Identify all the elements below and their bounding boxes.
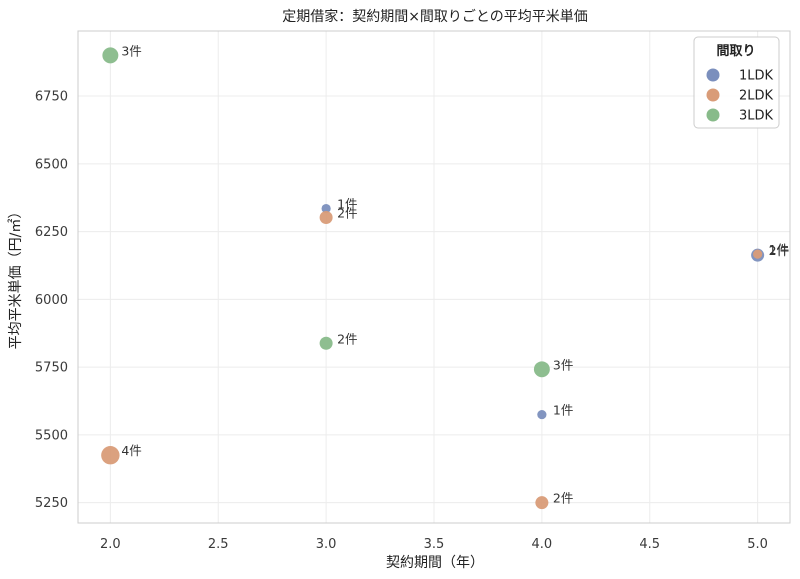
data-point xyxy=(321,203,331,214)
data-label: 2件 xyxy=(337,205,357,220)
data-points xyxy=(101,47,765,510)
data-point xyxy=(102,47,119,64)
data-label: 2件 xyxy=(769,243,789,258)
y-tick-label: 6250 xyxy=(35,225,68,240)
data-label: 3件 xyxy=(121,43,141,58)
data-point xyxy=(319,210,333,225)
x-tick-label: 2.5 xyxy=(208,537,229,552)
data-label: 2件 xyxy=(337,331,357,346)
y-tick-label: 5500 xyxy=(35,428,68,443)
y-axis-title: 平均平米単価（円/㎡） xyxy=(8,205,24,350)
data-label: 1件 xyxy=(337,197,357,212)
data-label: 4件 xyxy=(121,443,141,458)
data-point xyxy=(753,249,763,259)
legend-box xyxy=(693,36,780,129)
y-tick-label: 5750 xyxy=(35,361,68,376)
plot-area xyxy=(77,30,791,524)
chart-title: 定期借家：契約期間×間取りごとの平均平米単価 xyxy=(282,8,588,25)
legend-label: 3LDK xyxy=(739,109,774,124)
data-label: 1件 xyxy=(553,403,573,418)
legend-label: 2LDK xyxy=(739,89,774,104)
data-label: 1件 xyxy=(769,242,789,257)
grid xyxy=(78,31,790,523)
y-tick-label: 6000 xyxy=(35,293,68,308)
x-tick-label: 4.5 xyxy=(639,537,660,552)
x-axis-title: 契約期間（年） xyxy=(386,555,484,571)
legend-label: 1LDK xyxy=(739,69,774,84)
x-tick-label: 4.0 xyxy=(532,537,553,552)
x-tick-label: 2.0 xyxy=(100,537,121,552)
data-point xyxy=(319,336,333,350)
y-axis-ticks: 5250 5500 5750 6000 6250 6500 6750 xyxy=(35,90,68,512)
x-tick-label: 3.0 xyxy=(316,537,337,552)
legend-marker xyxy=(706,68,720,82)
data-label: 2件 xyxy=(553,491,573,506)
data-point xyxy=(533,361,550,378)
x-tick-label: 5.0 xyxy=(747,537,768,552)
data-point xyxy=(535,496,549,510)
legend-title: 間取り xyxy=(716,44,755,59)
y-tick-label: 6500 xyxy=(35,157,68,172)
legend-marker xyxy=(706,88,720,102)
y-tick-label: 5250 xyxy=(35,496,68,511)
y-tick-label: 6750 xyxy=(35,90,68,105)
x-tick-label: 3.5 xyxy=(424,537,445,552)
legend-marker xyxy=(706,108,720,122)
x-axis-ticks: 2.0 2.5 3.0 3.5 4.0 4.5 5.0 xyxy=(100,537,768,552)
legend: 間取り 1LDK 2LDK 3LDK xyxy=(693,36,780,129)
data-point xyxy=(101,446,120,465)
data-label: 3件 xyxy=(553,357,573,372)
data-point xyxy=(537,409,547,420)
